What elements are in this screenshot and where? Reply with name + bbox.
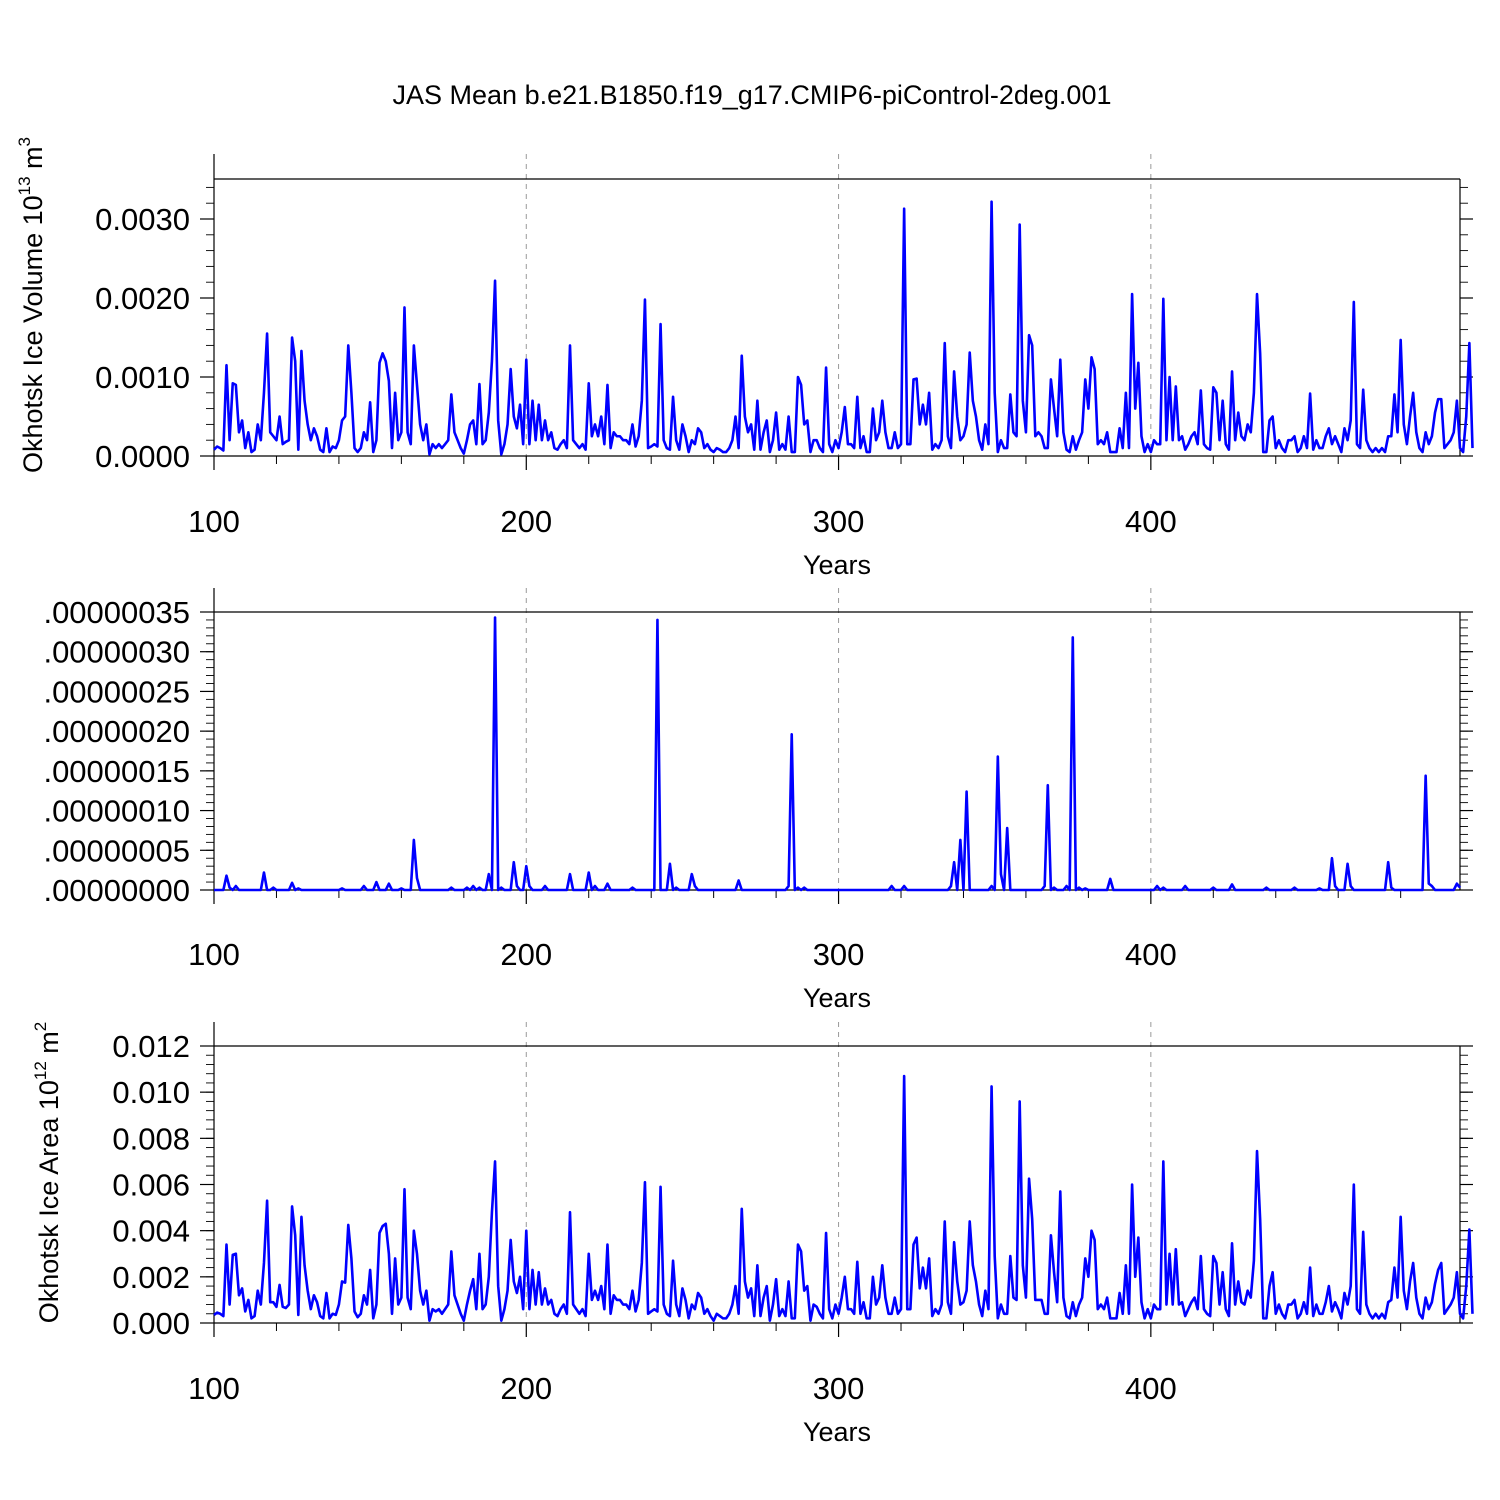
y-axis-title-unit: m [34,1031,64,1061]
x-tick-label: 400 [1125,504,1177,539]
x-tick-label: 200 [500,504,552,539]
y-tick-label: .00000000 [43,873,190,908]
y-tick-label: 0.0020 [95,281,190,316]
y-tick-label: 0.0030 [95,202,190,237]
x-tick-label: 400 [1125,1371,1177,1406]
x-tick-label: 200 [500,1371,552,1406]
x-axis-title: Years [803,983,871,1013]
x-tick-label: 300 [813,937,865,972]
y-axis-title-unit-exp: 3 [15,137,34,146]
y-axis-title-exp: 12 [31,1061,50,1080]
x-tick-label: 100 [188,937,240,972]
x-tick-label: 200 [500,937,552,972]
series-line [213,1074,1474,1322]
x-tick-label: 300 [813,1371,865,1406]
series-line [214,616,1462,892]
x-axis-title: Years [803,550,871,580]
ice-volume-panel: 100 200 300 400 0.0000 0.0010 0.0020 0.0030 Year… [15,137,1474,580]
x-axis-title: Years [803,1417,871,1447]
y-tick-label: 0.012 [112,1029,190,1064]
y-tick-label: .00000030 [43,635,190,670]
chart-title: JAS Mean b.e21.B1850.f19_g17.CMIP6-piCon… [393,80,1112,110]
y-tick-label: .00000035 [43,595,190,630]
y-tick-label: .00000005 [43,833,190,868]
y-axis-title-unit-exp: 2 [31,1022,50,1031]
y-axis-title-text: Okhotsk Ice Area 10 [34,1080,64,1323]
y-axis-title-unit: m [18,146,48,176]
series-line [213,200,1474,456]
y-tick-label: .00000025 [43,674,190,709]
y-tick-label: 0.004 [112,1214,190,1249]
y-axis-title-exp: 13 [15,176,34,195]
y-tick-label: 0.0010 [95,360,190,395]
y-axis-title: Okhotsk Ice Area 1012 m2 [31,1022,64,1324]
y-axis-title-text: Okhotsk Ice Volume 10 [18,195,48,473]
x-tick-label: 100 [188,504,240,539]
ice-area-panel: 100 200 300 400 0.000 0.002 0.004 0.006 0.008 0.0… [31,1022,1474,1447]
small-values-panel: 100 200 300 400 .00000000 .00000005 .00000010.… [43,588,1473,1013]
y-tick-label: 0.006 [112,1168,190,1203]
y-tick-label: 0.000 [112,1306,190,1341]
x-tick-label: 300 [813,504,865,539]
x-tick-label: 400 [1125,937,1177,972]
y-tick-label: 0.0000 [95,439,190,474]
y-tick-label: 0.010 [112,1075,190,1110]
y-axis-title: Okhotsk Ice Volume 1013 m3 [15,137,48,473]
y-tick-label: .00000020 [43,714,190,749]
x-tick-label: 100 [188,1371,240,1406]
y-tick-label: 0.002 [112,1260,190,1295]
y-tick-label: .00000015 [43,754,190,789]
y-tick-label: .00000010 [43,794,190,829]
y-tick-label: 0.008 [112,1121,190,1156]
